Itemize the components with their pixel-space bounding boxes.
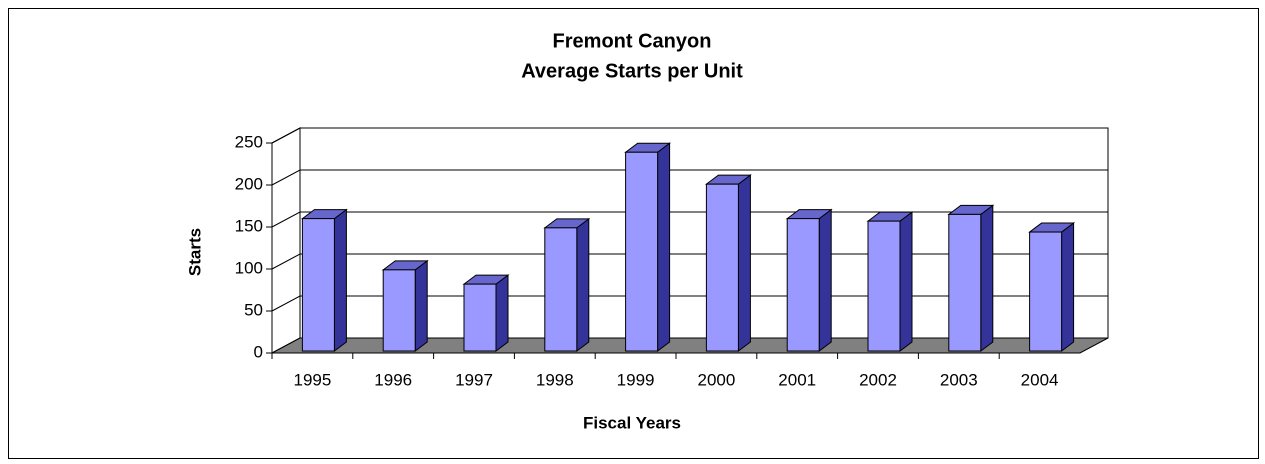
grid-line — [271, 127, 1108, 144]
x-axis-label: Fiscal Years — [583, 413, 681, 432]
y-tick-label: 250 — [235, 132, 263, 151]
x-tick-label: 2002 — [859, 370, 897, 389]
bar — [948, 213, 982, 352]
bar — [463, 283, 497, 352]
bar-side — [1061, 222, 1075, 352]
y-tick-label: 200 — [235, 174, 263, 193]
grid-line — [271, 169, 1108, 186]
y-axis-label: Starts — [185, 228, 204, 276]
side-wall — [271, 127, 301, 354]
x-tick-label: 1999 — [617, 370, 655, 389]
x-tick-label: 2000 — [697, 370, 735, 389]
bar — [625, 151, 659, 352]
x-tick-label: 1996 — [374, 370, 412, 389]
bar — [382, 269, 416, 352]
bar — [867, 220, 901, 352]
bar — [786, 218, 820, 352]
grid-line — [271, 211, 1108, 228]
bar-side — [333, 208, 347, 352]
bar-side — [414, 259, 428, 352]
chart-title: Fremont Canyon — [553, 30, 712, 52]
bar — [544, 227, 578, 352]
bar — [1029, 231, 1063, 352]
chart-subtitle: Average Starts per Unit — [521, 60, 743, 82]
bar-side — [657, 142, 671, 352]
x-tick-label: 1995 — [293, 370, 331, 389]
x-tick-label: 1998 — [536, 370, 574, 389]
bar-side — [576, 217, 590, 352]
y-tick-label: 0 — [254, 342, 263, 361]
y-tick-label: 100 — [235, 258, 263, 277]
bar-side — [899, 211, 913, 352]
y-tick-label: 50 — [244, 300, 263, 319]
x-tick-label: 1997 — [455, 370, 493, 389]
bar-side — [980, 204, 994, 352]
bar — [705, 183, 739, 352]
bar-side — [495, 274, 509, 352]
bar-side — [737, 174, 751, 352]
bar-side — [818, 208, 832, 352]
grid-line — [271, 295, 1108, 312]
bar — [301, 218, 335, 352]
x-tick-label: 2004 — [1021, 370, 1059, 389]
grid-line — [271, 253, 1108, 270]
y-tick-label: 150 — [235, 216, 263, 235]
x-tick-label: 2001 — [778, 370, 816, 389]
x-tick-label: 2003 — [940, 370, 978, 389]
